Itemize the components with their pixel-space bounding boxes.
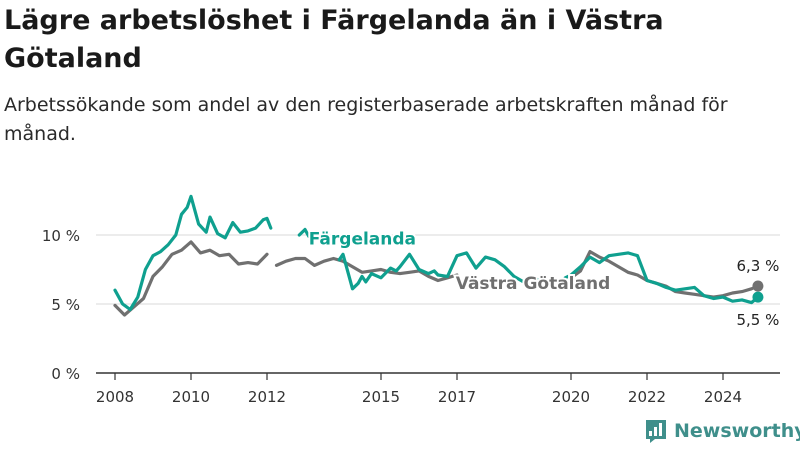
series-line-v-stra-g-taland	[113, 240, 269, 317]
x-tick-label: 2015	[362, 388, 400, 406]
brand-name: Newsworthy	[674, 420, 800, 442]
chart-title: Lägre arbetslöshet i Färgelanda än i Väs…	[4, 5, 664, 74]
series-annotation: Västra Götaland	[456, 274, 611, 294]
x-tick-label: 2017	[438, 388, 476, 406]
x-tick-label: 2024	[704, 388, 742, 406]
x-tick-label: 2020	[552, 388, 590, 406]
x-tick-label: 2010	[172, 388, 210, 406]
series-line-f-rgelanda	[297, 227, 311, 238]
x-tick-label: 2022	[628, 388, 666, 406]
x-tick-label: 2008	[96, 388, 134, 406]
series-annotation: Färgelanda	[309, 230, 416, 250]
end-value-label: 5,5 %	[737, 311, 780, 329]
end-value-label: 6,3 %	[737, 257, 780, 275]
series-line-f-rgelanda	[337, 251, 539, 291]
y-tick-label: 0 %	[51, 365, 80, 383]
series-line-v-stra-g-taland	[274, 256, 459, 283]
series-line-f-rgelanda	[113, 194, 273, 312]
chart-subtitle: Arbetssökande som andel av den registerb…	[4, 94, 728, 145]
brand-logo: Newsworthy	[644, 418, 800, 444]
series-line-f-rgelanda	[563, 251, 760, 305]
y-tick-label: 10 %	[42, 227, 80, 245]
x-tick-label: 2012	[248, 388, 286, 406]
bar-chart-logo-icon	[646, 420, 666, 443]
y-tick-label: 5 %	[51, 296, 80, 314]
end-point-f-rgelanda	[752, 291, 764, 303]
end-point-v-stra-g-taland	[752, 280, 764, 292]
